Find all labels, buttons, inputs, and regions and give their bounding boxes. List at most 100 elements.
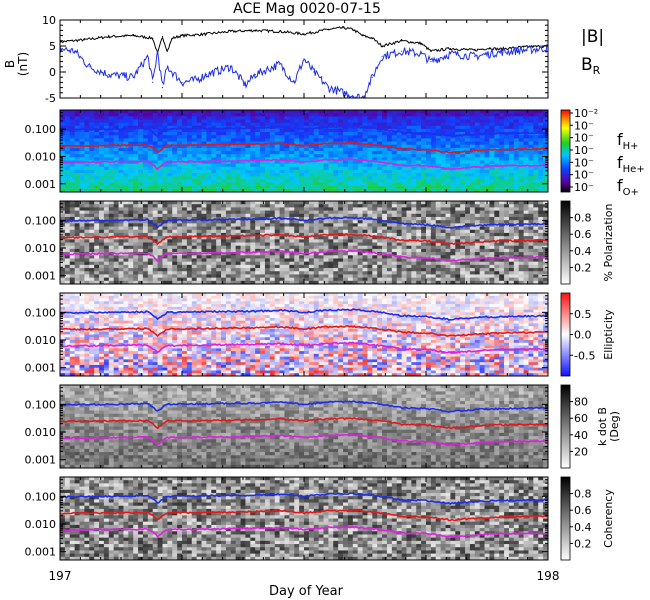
legend-fO-main: f bbox=[617, 176, 623, 195]
data-point-absB bbox=[342, 27, 344, 29]
data-point-absB bbox=[498, 48, 500, 50]
data-point-absB bbox=[152, 37, 154, 39]
y-tick-label: 0.010 bbox=[25, 334, 57, 347]
data-point-BR bbox=[420, 53, 422, 55]
spectrogram-image bbox=[60, 201, 549, 285]
colorbar-label: Ellipticity bbox=[602, 309, 615, 360]
data-point-BR bbox=[498, 51, 500, 53]
y-tick-label: 0.010 bbox=[25, 426, 57, 439]
data-point-absB bbox=[171, 37, 173, 39]
colorbar-tick-label: 20 bbox=[574, 445, 588, 458]
data-point-absB bbox=[230, 30, 232, 32]
gyro-line-He bbox=[59, 325, 549, 338]
data-point-BR bbox=[303, 58, 305, 60]
legend-fO: fO+ bbox=[617, 176, 639, 198]
legend-fH-main: f bbox=[617, 130, 623, 149]
gyro-line-H bbox=[59, 216, 549, 229]
top-ylabel-main: B bbox=[3, 60, 17, 68]
data-point-BR bbox=[74, 50, 76, 52]
data-point-absB bbox=[108, 36, 110, 38]
data-point-absB bbox=[420, 42, 422, 45]
data-point-absB bbox=[254, 29, 256, 31]
top-panel-ylabel: B (nT) bbox=[3, 52, 30, 76]
gyro-legend: fH+ fHe+ fO+ bbox=[617, 130, 645, 198]
data-point-BR bbox=[88, 66, 90, 68]
y-tick-label: 0.100 bbox=[25, 306, 57, 319]
y-tick-label: 0.010 bbox=[25, 242, 57, 255]
data-point-BR bbox=[449, 53, 451, 55]
colorbar-label-unit: (Deg) bbox=[608, 411, 621, 442]
colorbar-tick-label: 10⁻ bbox=[574, 156, 594, 169]
y-tick-label: 0 bbox=[49, 66, 56, 79]
gyro-line-He bbox=[59, 233, 549, 246]
y-tick-label: 0.010 bbox=[25, 518, 57, 531]
gyro-line-He bbox=[60, 141, 549, 154]
data-point-absB bbox=[523, 46, 525, 48]
data-point-absB bbox=[181, 35, 183, 37]
gyro-line-He bbox=[60, 416, 549, 430]
legend-fO-sub: O+ bbox=[623, 187, 639, 198]
gyro-line-O bbox=[59, 249, 549, 263]
colorbar-tick-label: 0.6 bbox=[574, 228, 592, 241]
gyro-line-H bbox=[59, 308, 549, 321]
data-point-BR bbox=[196, 79, 198, 81]
data-point-BR bbox=[254, 74, 256, 76]
legend-BR: BR bbox=[581, 55, 601, 77]
colorbar-tick-label: 10⁻ bbox=[574, 132, 594, 145]
data-point-absB bbox=[205, 33, 207, 35]
colorbar bbox=[560, 109, 571, 193]
y-tick-label: 0.001 bbox=[25, 454, 57, 467]
colorbar-tick-label: 10⁻ bbox=[574, 181, 594, 194]
y-tick-label: 0.100 bbox=[25, 123, 57, 136]
colorbar-tick-label: 60 bbox=[574, 412, 588, 425]
data-point-BR bbox=[152, 81, 154, 83]
data-point-BR bbox=[293, 81, 295, 83]
colorbar-tick-label: 0.5 bbox=[574, 308, 592, 321]
data-point-BR bbox=[327, 87, 329, 89]
data-point-BR bbox=[157, 50, 159, 52]
y-tick-label: 0.100 bbox=[25, 398, 57, 411]
gyro-line-He bbox=[59, 508, 549, 522]
colorbar bbox=[560, 384, 571, 469]
spectrogram-image bbox=[60, 110, 549, 193]
colorbar-tick-label: 0.4 bbox=[574, 521, 592, 534]
panels: -505100.0010.0100.10010⁻²10⁻10⁻10⁻10⁻10⁻… bbox=[25, 14, 622, 583]
panel-mag: -5 0 5 10 bbox=[42, 14, 549, 105]
data-point-absB bbox=[352, 28, 354, 30]
colorbar-tick-label: 10⁻² bbox=[574, 107, 598, 120]
gyro-line-H bbox=[59, 400, 549, 413]
panel-spectrogram-5: 0.001 0.010 0.100 0.2 0.4 0.6 0.8 Coherency bbox=[25, 476, 615, 561]
data-point-absB bbox=[166, 50, 168, 52]
data-point-BR bbox=[147, 55, 149, 58]
data-point-BR bbox=[161, 87, 164, 89]
colorbar-tick-label: 0.8 bbox=[574, 212, 592, 225]
colorbar-tick-label: 0.2 bbox=[574, 537, 592, 550]
y-tick-label: 0.100 bbox=[25, 214, 57, 227]
data-point-absB bbox=[161, 36, 164, 38]
legend-BR-main: B bbox=[581, 55, 593, 75]
data-point-absB bbox=[371, 37, 373, 39]
colorbar bbox=[560, 476, 571, 561]
data-point-absB bbox=[132, 35, 134, 37]
colorbar-tick-label: 40 bbox=[574, 429, 588, 442]
data-point-BR bbox=[401, 50, 403, 52]
mag-lines bbox=[60, 26, 548, 98]
data-point-absB bbox=[401, 40, 403, 42]
data-point-BR bbox=[181, 81, 183, 83]
data-point-BR bbox=[279, 63, 281, 65]
data-point-BR bbox=[430, 61, 432, 63]
data-point-absB bbox=[362, 35, 364, 37]
gyro-line-O bbox=[59, 157, 549, 171]
colorbar-tick-label: 0.2 bbox=[574, 261, 592, 274]
x-tick-label: 197 bbox=[49, 569, 72, 583]
x-tick-label: 198 bbox=[537, 569, 560, 583]
legend-fHe-sub: He+ bbox=[623, 164, 645, 175]
legend-fH: fH+ bbox=[617, 130, 639, 152]
gyro-line-O bbox=[59, 525, 549, 538]
data-point-BR bbox=[166, 66, 168, 68]
colorbar-label-main: k dot B bbox=[596, 407, 609, 446]
data-point-BR bbox=[342, 92, 344, 94]
spectrogram-image bbox=[60, 293, 549, 377]
colorbar-tick-label: 0.6 bbox=[574, 504, 592, 517]
